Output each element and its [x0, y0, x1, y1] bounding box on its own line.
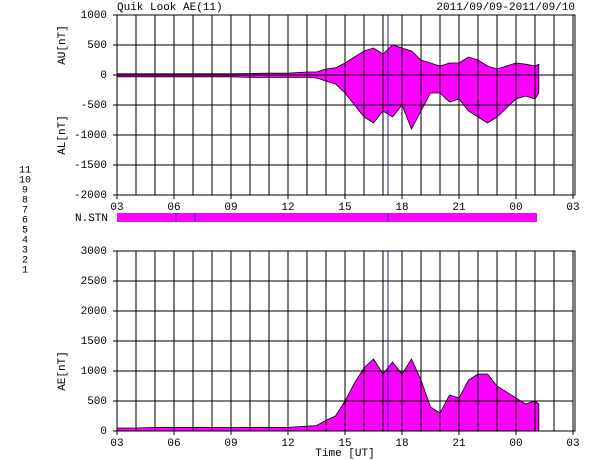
y-tick-label: 0	[100, 426, 107, 438]
y-tick-label: 500	[87, 40, 107, 52]
station-number: 6	[22, 216, 28, 227]
y-tick-label: 1000	[81, 10, 107, 22]
y-tick-label: -1000	[74, 130, 107, 142]
y-tick-label: 2000	[81, 306, 107, 318]
y-tick-label: 3000	[81, 246, 107, 258]
x-tick-label: 12	[281, 202, 294, 214]
x-tick-label: 12	[281, 438, 294, 450]
x-tick-label: 15	[338, 438, 351, 450]
station-count-bar	[117, 213, 537, 222]
y-tick-label: 1500	[81, 336, 107, 348]
station-number: 11	[19, 166, 31, 177]
station-number: 10	[19, 176, 31, 187]
y-axis-label: AL[nT]	[57, 115, 69, 155]
station-number: 4	[22, 236, 28, 247]
y-tick-label: 0	[100, 70, 107, 82]
x-tick-label: 18	[395, 438, 408, 450]
x-axis-label: Time [UT]	[315, 448, 374, 460]
x-tick-label: 06	[167, 202, 180, 214]
x-tick-label: 21	[452, 202, 466, 214]
y-tick-label: -500	[81, 100, 107, 112]
n-stn-label: N.STN	[75, 213, 108, 225]
x-tick-label: 18	[395, 202, 408, 214]
area	[116, 358, 540, 432]
x-tick-label: 15	[338, 202, 351, 214]
station-number: 2	[22, 256, 28, 267]
x-tick-label: 03	[566, 438, 579, 450]
y-tick-label: -2000	[74, 190, 107, 202]
x-tick-label: 09	[224, 202, 237, 214]
x-tick-label: 03	[566, 202, 579, 214]
plot-frame	[116, 14, 576, 196]
x-tick-label: 00	[509, 438, 522, 450]
x-tick-label: 00	[509, 202, 522, 214]
area	[116, 74, 540, 130]
y-axis-label: AE[nT]	[57, 351, 69, 391]
station-number: 7	[22, 206, 28, 217]
y-tick-label: 500	[87, 396, 107, 408]
station-number: 8	[22, 196, 28, 207]
y-axis-label: AU[nT]	[57, 25, 69, 65]
x-tick-label: 03	[110, 438, 123, 450]
x-tick-label: 09	[224, 438, 237, 450]
station-number: 3	[22, 246, 28, 257]
x-tick-label: 06	[167, 438, 180, 450]
period: 2011/09/09-2011/09/10	[436, 2, 575, 14]
y-tick-label: -1500	[74, 160, 107, 172]
x-tick-label: 03	[110, 202, 123, 214]
chart-title: Quik Look AE(11)	[117, 2, 223, 14]
station-number: 1	[22, 266, 28, 277]
x-tick-label: 21	[452, 438, 466, 450]
area	[116, 44, 540, 76]
station-number: 5	[22, 226, 28, 237]
station-number: 9	[22, 186, 28, 197]
plot-frame	[116, 250, 576, 432]
y-tick-label: 1000	[81, 366, 107, 378]
y-tick-label: 2500	[81, 276, 107, 288]
